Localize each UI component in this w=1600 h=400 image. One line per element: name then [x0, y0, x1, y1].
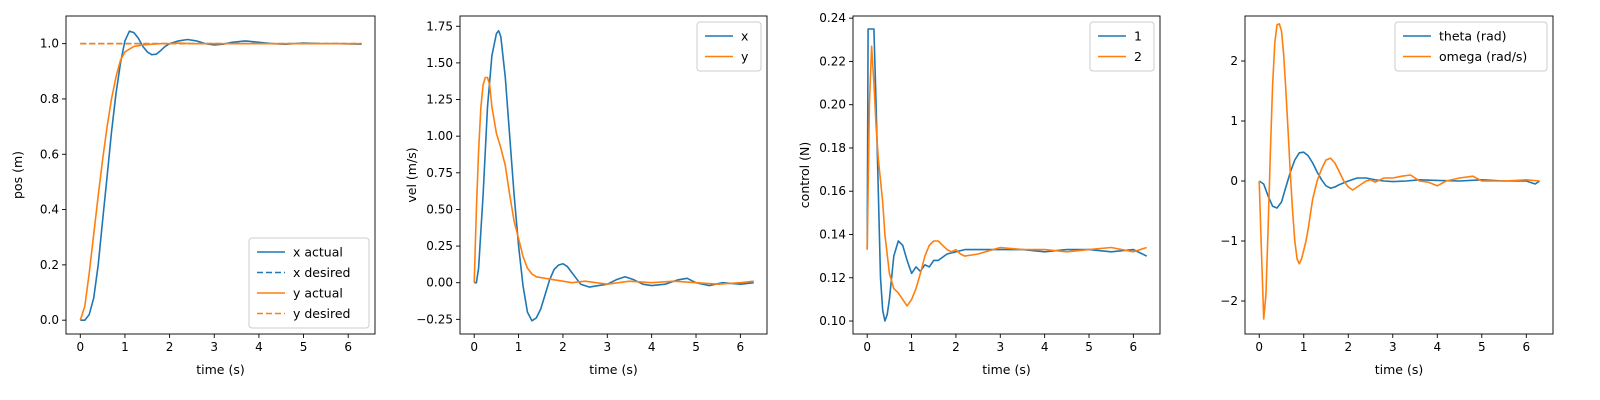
- plot-frame: [1244, 15, 1554, 335]
- series-line-x: [474, 29, 754, 322]
- x-tick-label: 4: [1433, 340, 1441, 354]
- y-tick-label: 1.00: [426, 129, 453, 143]
- y-tick-label: 0.50: [426, 202, 453, 216]
- legend-label: theta (rad): [1439, 29, 1507, 44]
- x-tick-label: 4: [1041, 340, 1049, 354]
- x-tick-label: 6: [1130, 340, 1138, 354]
- y-tick-label: 0.4: [40, 203, 59, 217]
- x-tick-label: 3: [996, 340, 1004, 354]
- x-tick-label: 0: [1255, 340, 1263, 354]
- x-tick-label: 1: [1300, 340, 1308, 354]
- y-tick-label: 0.14: [819, 227, 846, 241]
- legend-label: y actual: [293, 286, 343, 301]
- y-tick-label: 1.50: [426, 56, 453, 70]
- y-tick-label: 0.16: [819, 184, 846, 198]
- y-tick-label: −1: [1220, 234, 1238, 248]
- y-tick-label: 0.22: [819, 54, 846, 68]
- x-axis-label: time (s): [589, 362, 637, 377]
- y-tick-label: 0.2: [40, 258, 59, 272]
- chart-panel-1: 0 1 2 3 4 5 6 0.0 0.2 0.4 0.6 0.8 1.0 time (s) pos (m)…: [10, 15, 376, 377]
- y-tick-label: 0.00: [426, 276, 453, 290]
- x-tick-label: 0: [470, 340, 478, 354]
- y-axis-label: pos (m): [10, 151, 25, 199]
- y-tick-label: 0.6: [40, 147, 59, 161]
- x-tick-label: 6: [1522, 340, 1530, 354]
- series-line-omega-rad-s-: [1258, 22, 1540, 320]
- y-tick-label: −2: [1220, 294, 1238, 308]
- legend-box: [248, 237, 370, 329]
- legend-box: [1089, 21, 1155, 72]
- y-axis-label: vel (m/s): [404, 147, 419, 202]
- legend-label: omega (rad/s): [1439, 49, 1527, 64]
- y-axis-label: control (N): [797, 142, 812, 208]
- series-line-2: [866, 45, 1147, 307]
- x-tick-label: 2: [166, 340, 174, 354]
- x-tick-label: 0: [76, 340, 84, 354]
- x-tick-label: 3: [603, 340, 611, 354]
- x-tick-label: 4: [255, 340, 263, 354]
- plot-frame: [852, 15, 1161, 335]
- legend: x actual x desired y actual y desired: [248, 237, 370, 329]
- legend-box: [696, 21, 762, 72]
- y-tick-label: 0: [1230, 174, 1238, 188]
- legend-label: x actual: [293, 245, 343, 260]
- x-tick-label: 3: [1389, 340, 1397, 354]
- y-tick-label: 0.25: [426, 239, 453, 253]
- y-tick-label: 1.75: [426, 19, 453, 33]
- x-tick-label: 5: [1085, 340, 1093, 354]
- x-tick-label: 0: [863, 340, 871, 354]
- series-line-x-actual: [80, 30, 362, 322]
- x-tick-label: 5: [300, 340, 308, 354]
- series-line-y-actual: [79, 42, 362, 321]
- chart-panel-4: 0 1 2 3 4 5 6 −2 −1 0 1 2 time (s) theta (rad) omega (…: [1220, 15, 1554, 377]
- legend-label: x desired: [293, 265, 350, 280]
- legend: xy: [696, 21, 762, 72]
- plot-frame: [65, 15, 376, 335]
- y-tick-label: 0.12: [819, 271, 846, 285]
- series-line-y: [473, 76, 754, 286]
- legend-label: y: [741, 49, 749, 64]
- series-line-1: [866, 28, 1148, 322]
- x-tick-label: 2: [952, 340, 960, 354]
- x-tick-label: 6: [344, 340, 352, 354]
- chart-panel-3: 0 1 2 3 4 5 60.100.120.140.160.180.200.220.24t…: [797, 11, 1161, 377]
- y-tick-label: 1.0: [40, 37, 59, 51]
- y-tick-label: 0.10: [819, 314, 846, 328]
- x-tick-label: 5: [692, 340, 700, 354]
- x-axis-label: time (s): [1375, 362, 1423, 377]
- legend: 12: [1089, 21, 1155, 72]
- plot-frame: [459, 15, 768, 335]
- y-tick-label: −0.25: [416, 312, 453, 326]
- legend-label: 1: [1134, 29, 1142, 44]
- x-tick-label: 1: [908, 340, 916, 354]
- y-tick-label: 0.8: [40, 92, 59, 106]
- y-tick-label: 0.24: [819, 11, 846, 25]
- legend: theta (rad) omega (rad/s): [1394, 21, 1548, 72]
- y-tick-label: 1: [1230, 114, 1238, 128]
- legend-label: x: [741, 29, 748, 44]
- y-tick-label: 0.75: [426, 166, 453, 180]
- y-tick-label: 1.25: [426, 93, 453, 107]
- y-tick-label: 0.18: [819, 141, 846, 155]
- x-tick-label: 6: [737, 340, 745, 354]
- legend-label: y desired: [293, 306, 350, 321]
- y-tick-label: 0.0: [40, 313, 59, 327]
- legend-box: [1394, 21, 1548, 72]
- legend-label: 2: [1134, 49, 1142, 64]
- series-line-theta-rad-: [1258, 151, 1541, 209]
- x-tick-label: 2: [559, 340, 567, 354]
- x-tick-label: 1: [515, 340, 523, 354]
- y-tick-label: 2: [1230, 54, 1238, 68]
- y-tick-label: 0.20: [819, 98, 846, 112]
- x-tick-label: 4: [648, 340, 656, 354]
- x-axis-label: time (s): [196, 362, 244, 377]
- x-axis-label: time (s): [982, 362, 1030, 377]
- x-tick-label: 2: [1344, 340, 1352, 354]
- x-tick-label: 3: [210, 340, 218, 354]
- x-tick-label: 5: [1478, 340, 1486, 354]
- x-tick-label: 1: [121, 340, 129, 354]
- chart-panel-2: 0 1 2 3 4 5 6 −0.25 0.00 0.25 0.50 0.75 1.00 1.25 1.50…: [404, 15, 768, 377]
